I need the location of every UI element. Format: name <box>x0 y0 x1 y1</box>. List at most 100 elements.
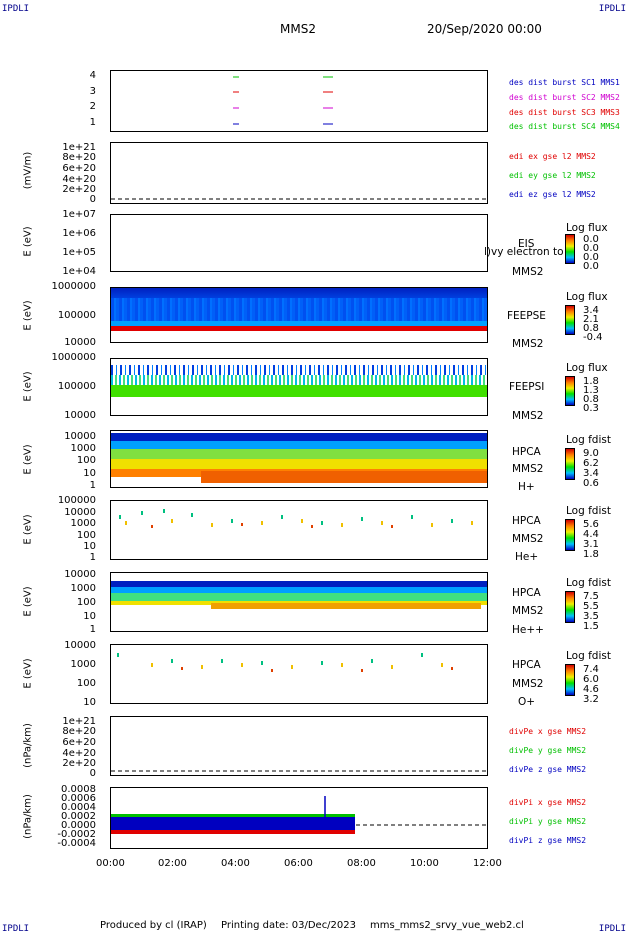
cb7-v2: 3.1 <box>583 539 599 550</box>
p6-species: H+ <box>518 481 535 493</box>
cb3-v1: 0.0 <box>583 243 599 254</box>
cb7-v3: 1.8 <box>583 549 599 560</box>
p1-tick-2: 2 <box>89 101 96 112</box>
divpi-plot <box>111 796 487 834</box>
cb4-v0: 3.4 <box>583 305 599 316</box>
p4-tick-2: 10000 <box>64 337 96 348</box>
x-tick-1: 02:00 <box>158 858 187 869</box>
p4-inst2: MMS2 <box>512 338 544 350</box>
burst-marks <box>233 76 333 125</box>
cb3-v3: 0.0 <box>583 261 599 272</box>
p10-tick-2: 6e+20 <box>62 737 96 748</box>
x-tick-3: 06:00 <box>284 858 313 869</box>
hpca-h-panel <box>110 430 488 488</box>
divpi-z-band <box>111 817 355 830</box>
p10-tick-3: 4e+20 <box>62 748 96 759</box>
p2-legend-2: edi ey gse l2 MMS2 <box>509 171 596 180</box>
p11-legend-3: divPi z gse MMS2 <box>509 836 587 845</box>
p1-legend-2: des dist burst SC2 MMS2 <box>509 93 620 102</box>
eis-panel <box>110 214 488 272</box>
he-scatter <box>119 509 473 528</box>
cb6-bar <box>565 448 575 480</box>
corner-mark-tr: IPDLI <box>598 4 626 14</box>
p1-tick-4: 4 <box>89 70 96 81</box>
cb9-title: Log fdist <box>566 650 611 662</box>
p7-tick-2: 1000 <box>70 518 96 529</box>
p1-tick-3: 3 <box>89 86 96 97</box>
hpca-he-panel <box>110 500 488 560</box>
p7-tick-0: 100000 <box>57 495 96 506</box>
p10-tick-5: 0 <box>89 768 96 779</box>
p10-legend-2: divPe y gse MMS2 <box>509 746 587 755</box>
cb5-v0: 1.8 <box>583 376 599 387</box>
x-tick-5: 10:00 <box>410 858 439 869</box>
p9-species: O+ <box>518 696 536 708</box>
p2-tick-4: 2e+20 <box>62 184 96 195</box>
corner-mark-br: IPDLI <box>598 924 626 934</box>
p10-tick-1: 8e+20 <box>62 726 96 737</box>
date-title: 20/Sep/2020 00:00 <box>427 22 542 36</box>
p11-tick-0: 0.0008 <box>61 784 96 795</box>
p11-legend-1: divPi x gse MMS2 <box>509 798 587 807</box>
p2-legend-3: edi ez gse l2 MMS2 <box>509 190 596 199</box>
p4-inst: FEEPSE <box>507 310 546 322</box>
cb5-title: Log flux <box>566 362 608 374</box>
p3-tick-3: 1e+04 <box>62 266 96 277</box>
cb4-v2: 0.8 <box>583 323 599 334</box>
cb8-v3: 1.5 <box>583 621 599 632</box>
hpca-o-panel <box>110 644 488 704</box>
corner-mark-bl: IPDLI <box>2 924 30 934</box>
p9-tick-1: 1000 <box>70 659 96 670</box>
p9-tick-2: 100 <box>76 678 96 689</box>
cb9-bar <box>565 664 575 696</box>
p9-inst: HPCA <box>512 659 541 671</box>
cb6-v3: 0.6 <box>583 478 599 489</box>
cb7-bar <box>565 519 575 551</box>
p1-legend-1: des dist burst SC1 MMS1 <box>509 78 620 87</box>
spacecraft-title: MMS2 <box>280 22 316 36</box>
p11-tick-6: -0.0004 <box>57 838 96 849</box>
p2-legend-1: edi ex gse l2 MMS2 <box>509 152 596 161</box>
p2-tick-1: 8e+20 <box>62 152 96 163</box>
p10-tick-4: 2e+20 <box>62 758 96 769</box>
p6-tick-0: 10000 <box>64 431 96 442</box>
p11-tick-4: 0.0000 <box>61 820 96 831</box>
p4-tick-1: 100000 <box>57 310 96 321</box>
p11-tick-3: 0.0002 <box>61 811 96 822</box>
o-scatter <box>117 653 453 672</box>
feepse-panel <box>110 287 488 343</box>
footer-file: mms_mms2_srvy_vue_web2.cl <box>370 920 524 931</box>
p10-legend-1: divPe x gse MMS2 <box>509 727 587 736</box>
p2-tick-5: 0 <box>89 194 96 205</box>
p10-legend-3: divPe z gse MMS2 <box>509 765 587 774</box>
p8-tick-2: 100 <box>76 597 96 608</box>
p11-tick-2: 0.0004 <box>61 802 96 813</box>
p5-inst2: MMS2 <box>512 410 544 422</box>
p10-tick-0: 1e+21 <box>62 716 96 727</box>
p3-tick-1: 1e+06 <box>62 228 96 239</box>
p5-tick-1: 100000 <box>57 381 96 392</box>
p11-tick-5: -0.0002 <box>57 829 96 840</box>
p5-inst: FEEPSI <box>509 381 545 393</box>
p11-legend-2: divPi y gse MMS2 <box>509 817 587 826</box>
p9-tick-3: 10 <box>83 697 96 708</box>
cb9-v2: 4.6 <box>583 684 599 695</box>
p8-inst: HPCA <box>512 587 541 599</box>
cb5-bar <box>565 376 575 406</box>
p8-tick-1: 1000 <box>70 583 96 594</box>
p9-inst2: MMS2 <box>512 678 544 690</box>
p7-tick-4: 10 <box>83 541 96 552</box>
p2-tick-0: 1e+21 <box>62 142 96 153</box>
cb4-v1: 2.1 <box>583 314 599 325</box>
cb5-v3: 0.3 <box>583 403 599 414</box>
p11-tick-1: 0.0006 <box>61 793 96 804</box>
p7-species: He+ <box>515 551 539 563</box>
cb7-v1: 4.4 <box>583 529 599 540</box>
p7-tick-3: 100 <box>76 530 96 541</box>
p7-inst2: MMS2 <box>512 533 544 545</box>
p3-inst2: MMS2 <box>512 266 544 278</box>
p7-tick-1: 10000 <box>64 507 96 518</box>
cb4-title: Log flux <box>566 291 608 303</box>
cb3-bar <box>565 234 575 264</box>
p7-inst: HPCA <box>512 515 541 527</box>
